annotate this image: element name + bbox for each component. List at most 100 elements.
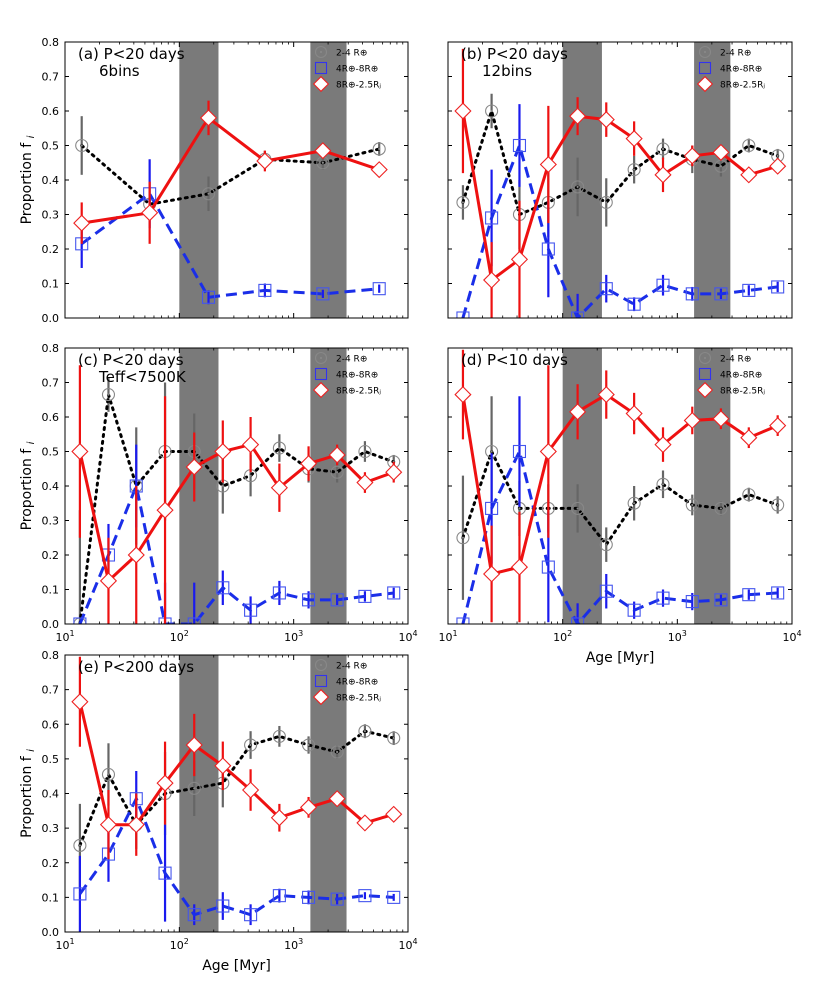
y-tick-label: 0.0 bbox=[42, 618, 60, 631]
data-point-diamond bbox=[569, 403, 587, 421]
data-point-circle-center bbox=[278, 446, 281, 450]
y-tick-label: 0.8 bbox=[42, 342, 60, 355]
data-point-diamond bbox=[156, 774, 174, 792]
data-point-square bbox=[316, 287, 330, 301]
data-point-square bbox=[627, 603, 641, 617]
data-point-square bbox=[358, 589, 372, 603]
series-line bbox=[461, 447, 778, 624]
legend-label: 4R⊕-8R⊕ bbox=[720, 65, 762, 75]
data-point-diamond bbox=[740, 166, 758, 184]
data-point-square bbox=[387, 586, 401, 600]
data-point-circle bbox=[599, 538, 613, 552]
data-point-square bbox=[158, 866, 172, 880]
data-point-diamond bbox=[356, 473, 374, 492]
data-point-circle bbox=[330, 745, 344, 759]
data-point-circle-center bbox=[691, 503, 694, 507]
data-point-diamond bbox=[625, 404, 643, 423]
data-point-circle bbox=[358, 724, 372, 738]
series-line bbox=[78, 442, 395, 584]
data-point-diamond bbox=[99, 572, 118, 590]
data-point-circle-center bbox=[461, 536, 465, 539]
data-point-square bbox=[656, 278, 670, 292]
series-3 bbox=[454, 48, 787, 318]
data-point-diamond bbox=[99, 816, 118, 834]
y-tick-label: 0.4 bbox=[42, 480, 60, 493]
data-point-diamond bbox=[242, 781, 260, 799]
legend-marker-circle-center bbox=[703, 356, 707, 360]
data-point-circle-center bbox=[747, 144, 750, 147]
data-point-diamond bbox=[683, 147, 701, 165]
data-point-circle-center bbox=[776, 503, 779, 507]
data-point-circle-center bbox=[392, 737, 395, 740]
legend-label: 2-4 R⊕ bbox=[336, 49, 367, 59]
data-point-circle-center bbox=[336, 471, 339, 474]
data-point-circle bbox=[571, 501, 585, 515]
legend-label: 2-4 R⊕ bbox=[336, 662, 367, 672]
y-tick-label: 0.5 bbox=[42, 140, 60, 153]
shaded-band-2 bbox=[694, 42, 731, 318]
panel-e: 0.0 0.1 0.2 0.3 0.4 0.5 0.6 0.7 0.8 101 102 103 104 (… bbox=[19, 649, 418, 974]
data-point-circle bbox=[201, 187, 216, 201]
data-point-circle-center bbox=[747, 493, 750, 496]
data-point-diamond bbox=[654, 436, 672, 454]
data-point-circle bbox=[571, 180, 585, 194]
data-point-square bbox=[302, 593, 316, 607]
y-tick-label: 0.5 bbox=[42, 446, 60, 459]
data-point-circle bbox=[627, 163, 641, 177]
data-point-circle-center bbox=[661, 147, 665, 151]
x-axis-label: Age [Myr] bbox=[202, 958, 271, 974]
data-point-square bbox=[302, 890, 316, 904]
data-point-diamond bbox=[356, 814, 374, 832]
data-point-circle-center bbox=[80, 144, 83, 147]
shaded-band-1 bbox=[562, 42, 602, 318]
panel-title: 12bins bbox=[482, 62, 532, 80]
data-point-circle-center bbox=[321, 161, 324, 164]
legend-marker-circle bbox=[698, 45, 712, 59]
data-point-circle-center bbox=[107, 393, 110, 396]
legend-label: 4R⊕-8R⊕ bbox=[720, 371, 762, 381]
y-tick-label: 0.8 bbox=[42, 36, 60, 49]
series-3 bbox=[71, 656, 403, 860]
data-point-circle bbox=[358, 444, 372, 459]
legend-label: 4R⊕-8R⊕ bbox=[336, 678, 378, 688]
shaded-band-1 bbox=[179, 42, 219, 318]
data-point-diamond bbox=[242, 436, 260, 454]
y-tick-label: 0.6 bbox=[42, 718, 60, 731]
shaded-band-2 bbox=[694, 348, 731, 624]
series-2 bbox=[73, 770, 401, 932]
legend-marker-circle-center bbox=[319, 50, 323, 54]
panel-d: 101 102 103 104 (d) P<10 days 2-4 R⊕ 4R⊕-8R⊕ 8R… bbox=[438, 347, 802, 666]
legend-marker-circle-center bbox=[703, 50, 707, 54]
legend-marker-diamond bbox=[696, 381, 714, 399]
legend: 2-4 R⊕ 4R⊕-8R⊕ 8R⊕-2.5Rⱼ bbox=[696, 45, 765, 93]
data-point-circle-center bbox=[719, 165, 723, 168]
data-point-circle bbox=[599, 195, 613, 209]
data-point-circle-center bbox=[490, 109, 493, 113]
data-point-square bbox=[244, 603, 258, 617]
y-tick-label: 0.3 bbox=[42, 515, 60, 528]
series-line bbox=[80, 144, 381, 206]
y-tick-label: 0.7 bbox=[42, 71, 60, 84]
data-point-circle bbox=[656, 142, 670, 156]
x-tick-label: 101 bbox=[55, 937, 74, 952]
data-point-square bbox=[541, 560, 555, 574]
y-tick-label: 0.2 bbox=[42, 549, 60, 562]
legend-marker-diamond bbox=[312, 688, 330, 706]
data-point-square bbox=[599, 584, 613, 598]
series-line bbox=[78, 794, 394, 917]
data-point-diamond bbox=[299, 454, 318, 473]
legend-label: 8R⊕-2.5Rⱼ bbox=[336, 387, 381, 397]
data-point-square bbox=[512, 138, 527, 153]
data-point-diamond bbox=[71, 693, 89, 711]
plot-area bbox=[71, 365, 403, 624]
data-point-circle-center bbox=[605, 543, 608, 546]
shaded-band-1 bbox=[179, 655, 219, 932]
plot-area bbox=[454, 48, 787, 318]
legend-label: 2-4 R⊕ bbox=[720, 355, 751, 365]
data-point-diamond bbox=[712, 143, 730, 161]
data-point-diamond bbox=[385, 463, 403, 481]
data-point-circle-center bbox=[249, 474, 252, 477]
legend-marker-circle bbox=[314, 351, 328, 365]
legend: 2-4 R⊕ 4R⊕-8R⊕ 8R⊕-2.5Rⱼ bbox=[312, 658, 381, 706]
